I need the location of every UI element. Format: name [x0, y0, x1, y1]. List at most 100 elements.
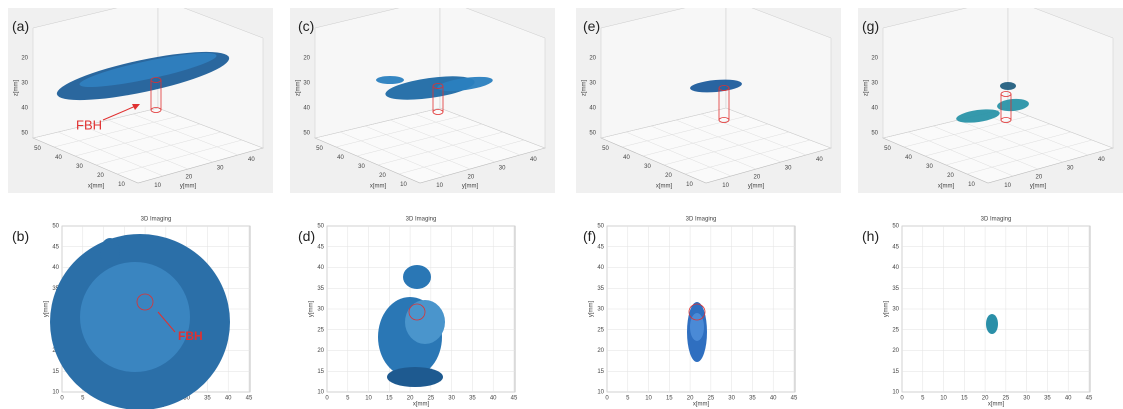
- x-tick-label: 50: [34, 146, 41, 152]
- plot-title: 3D Imaging: [406, 217, 437, 223]
- z-axis-label: z[mm]: [14, 80, 20, 97]
- y-tick-label: 20: [1036, 174, 1043, 180]
- y-tick-label: 30: [1067, 166, 1074, 172]
- z-tick-label: 40: [303, 106, 310, 112]
- y-tick-label: 30: [317, 307, 324, 313]
- reconstruction: [387, 367, 443, 387]
- z-axis-label: z[mm]: [582, 80, 588, 97]
- y-tick-label: 30: [499, 166, 506, 172]
- panel-label: (b): [12, 228, 29, 244]
- x-tick-label: 45: [791, 396, 798, 402]
- y-tick-label: 10: [1004, 183, 1011, 189]
- z-tick-label: 40: [871, 106, 878, 112]
- x-axis-label: x[mm]: [988, 402, 1005, 408]
- y-tick-label: 20: [597, 348, 604, 354]
- x-tick-label: 10: [968, 182, 975, 188]
- x-tick-label: 45: [246, 396, 253, 402]
- x-axis-label: x[mm]: [370, 184, 387, 190]
- z-axis-label: z[mm]: [296, 80, 302, 97]
- z-tick-label: 40: [589, 106, 596, 112]
- y-tick-label: 15: [52, 369, 59, 375]
- x-tick-label: 35: [1044, 396, 1051, 402]
- x-tick-label: 10: [645, 396, 652, 402]
- y-tick-label: 10: [154, 183, 161, 189]
- z-tick-label: 50: [871, 131, 878, 137]
- x-tick-label: 0: [325, 396, 329, 402]
- y-tick-label: 40: [892, 265, 899, 271]
- y-tick-label: 10: [597, 390, 604, 396]
- y-tick-label: 45: [597, 244, 604, 250]
- y-tick-label: 40: [1098, 157, 1105, 163]
- x-tick-label: 15: [961, 396, 968, 402]
- panel-label: (a): [12, 18, 29, 34]
- x-axis-label: x[mm]: [88, 184, 105, 190]
- y-axis-label: y[mm]: [462, 184, 479, 190]
- panel-label: (c): [298, 18, 314, 34]
- figure: {"top_panels": [{"label": "(a)", "annota…: [0, 0, 1123, 409]
- z-tick-label: 50: [303, 131, 310, 137]
- x-axis-label: x[mm]: [413, 402, 430, 408]
- x-tick-label: 5: [81, 396, 85, 402]
- y-axis-label: y[mm]: [1030, 184, 1047, 190]
- x-tick-label: 10: [365, 396, 372, 402]
- z-tick-label: 50: [21, 131, 28, 137]
- y-tick-label: 30: [597, 307, 604, 313]
- y-axis-label: y[mm]: [589, 301, 595, 318]
- x-tick-label: 30: [76, 164, 83, 170]
- z-tick-label: 30: [589, 81, 596, 87]
- x-tick-label: 30: [358, 164, 365, 170]
- y-axis-label: y[mm]: [309, 301, 315, 318]
- y-tick-label: 40: [248, 157, 255, 163]
- y-axis-label: y[mm]: [180, 184, 197, 190]
- y-tick-label: 20: [186, 174, 193, 180]
- z-tick-label: 30: [303, 81, 310, 87]
- x-tick-label: 5: [626, 396, 630, 402]
- plot-3d: 20304050z[mm]5040302010x[mm]10203040y[mm…: [858, 8, 1123, 193]
- plot-3d: 20304050z[mm]5040302010x[mm]10203040y[mm…: [576, 8, 841, 193]
- reconstruction: [403, 265, 431, 289]
- z-tick-label: 20: [871, 56, 878, 62]
- y-tick-label: 30: [785, 166, 792, 172]
- x-tick-label: 20: [97, 173, 104, 179]
- z-tick-label: 20: [303, 56, 310, 62]
- x-tick-label: 40: [623, 155, 630, 161]
- x-tick-label: 35: [469, 396, 476, 402]
- y-tick-label: 50: [52, 224, 59, 230]
- x-tick-label: 5: [346, 396, 350, 402]
- x-tick-label: 10: [686, 182, 693, 188]
- x-tick-label: 40: [55, 155, 62, 161]
- y-tick-label: 35: [892, 286, 899, 292]
- panel-label: (d): [298, 228, 315, 244]
- y-tick-label: 50: [597, 224, 604, 230]
- y-tick-label: 40: [597, 265, 604, 271]
- x-tick-label: 0: [900, 396, 904, 402]
- plot-title: 3D Imaging: [686, 217, 717, 223]
- y-tick-label: 20: [754, 174, 761, 180]
- y-tick-label: 25: [317, 327, 324, 333]
- x-axis-label: x[mm]: [938, 184, 955, 190]
- x-tick-label: 50: [316, 146, 323, 152]
- z-tick-label: 30: [21, 81, 28, 87]
- plot-title: 3D Imaging: [141, 217, 172, 223]
- plot-2d: 3D Imaging051015202530354045504540353025…: [585, 212, 805, 409]
- x-tick-label: 20: [379, 173, 386, 179]
- y-tick-label: 20: [892, 348, 899, 354]
- z-axis-label: z[mm]: [864, 80, 870, 97]
- z-tick-label: 20: [589, 56, 596, 62]
- plot-3d: 20304050z[mm]5040302010x[mm]10203040y[mm…: [290, 8, 555, 193]
- y-tick-label: 45: [52, 244, 59, 250]
- plot-2d: 3D Imaging051015202530354045504540353025…: [40, 212, 260, 409]
- x-tick-label: 20: [947, 173, 954, 179]
- x-axis-label: x[mm]: [693, 402, 710, 408]
- y-tick-label: 40: [317, 265, 324, 271]
- y-tick-label: 15: [317, 369, 324, 375]
- y-tick-label: 30: [217, 166, 224, 172]
- y-tick-label: 15: [892, 369, 899, 375]
- reconstruction: [986, 314, 998, 334]
- x-tick-label: 45: [511, 396, 518, 402]
- y-tick-label: 45: [317, 244, 324, 250]
- reconstruction: [1000, 82, 1016, 90]
- plot-2d: 3D Imaging051015202530354045504540353025…: [305, 212, 525, 409]
- y-tick-label: 20: [317, 348, 324, 354]
- y-tick-label: 15: [597, 369, 604, 375]
